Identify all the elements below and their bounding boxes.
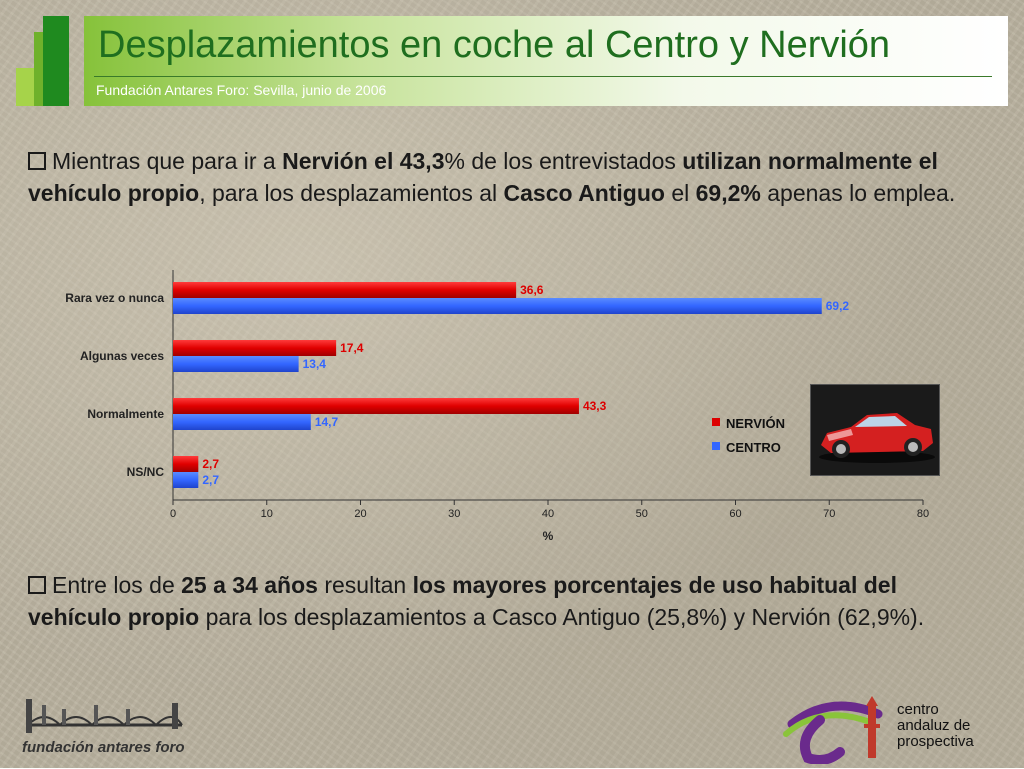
page-title: Desplazamientos en coche al Centro y Ner… — [98, 24, 891, 66]
page-subtitle: Fundación Antares Foro: Sevilla, junio d… — [96, 82, 387, 98]
category-label-algunas-veces: Algunas veces — [80, 349, 164, 363]
data-label-nervion-normalmente: 43,3 — [583, 399, 607, 413]
header-banner: Desplazamientos en coche al Centro y Ner… — [84, 16, 1008, 106]
bar-nervion-ns-nc — [173, 456, 199, 472]
bar-nervion-algunas-veces — [173, 340, 337, 356]
data-label-centro-ns-nc: 2,7 — [202, 473, 219, 487]
bar-centro-algunas-veces — [173, 356, 299, 372]
x-tick-label-0: 0 — [170, 508, 176, 520]
legend-label-nervion: NERVIÓN — [726, 416, 785, 431]
data-label-centro-algunas-veces: 13,4 — [303, 357, 327, 371]
fundacion-name: fundación antares foro — [22, 739, 185, 756]
x-axis-label: % — [543, 529, 554, 543]
bridge-icon — [26, 699, 183, 733]
category-label-ns-nc: NS/NC — [127, 465, 165, 479]
legend-swatch-centro — [712, 442, 720, 450]
data-label-centro-rara-vez-o-nunca: 69,2 — [826, 299, 850, 313]
title-divider — [94, 76, 992, 77]
x-tick-label-40: 40 — [542, 508, 554, 520]
bar-centro-ns-nc — [173, 472, 199, 488]
bar-centro-normalmente — [173, 414, 311, 430]
data-label-nervion-rara-vez-o-nunca: 36,6 — [520, 283, 544, 297]
data-label-nervion-algunas-veces: 17,4 — [340, 341, 364, 355]
bar-nervion-rara-vez-o-nunca — [173, 282, 517, 298]
checkbox-bullet-icon — [28, 576, 46, 594]
cap-emblem-icon — [783, 696, 883, 765]
data-label-centro-normalmente: 14,7 — [315, 415, 339, 429]
category-label-normalmente: Normalmente — [87, 407, 164, 421]
bar-nervion-normalmente — [173, 398, 579, 414]
fundacion-antares-logo: fundación antares foro — [22, 695, 192, 760]
cap-name: centro andaluz de prospectiva — [897, 701, 974, 750]
x-tick-label-20: 20 — [354, 508, 366, 520]
legend-label-centro: CENTRO — [726, 440, 781, 455]
x-tick-label-70: 70 — [823, 508, 835, 520]
bullet-text-1: Mientras que para ir a Nervión el 43,3% … — [28, 148, 956, 206]
centro-andaluz-logo: centro andaluz de prospectiva — [780, 694, 1010, 765]
bar-centro-rara-vez-o-nunca — [173, 298, 822, 314]
x-tick-label-50: 50 — [636, 508, 648, 520]
x-tick-label-80: 80 — [917, 508, 929, 520]
car-photo — [810, 384, 940, 476]
x-tick-label-10: 10 — [261, 508, 273, 520]
bullet-text-2: Entre los de 25 a 34 años resultan los m… — [28, 572, 925, 630]
x-tick-label-60: 60 — [729, 508, 741, 520]
category-label-rara-vez-o-nunca: Rara vez o nunca — [65, 291, 164, 305]
checkbox-bullet-icon — [28, 152, 46, 170]
green-blocks-logo — [16, 16, 72, 106]
legend-swatch-nervion — [712, 418, 720, 426]
data-label-nervion-ns-nc: 2,7 — [202, 457, 219, 471]
x-tick-label-30: 30 — [448, 508, 460, 520]
